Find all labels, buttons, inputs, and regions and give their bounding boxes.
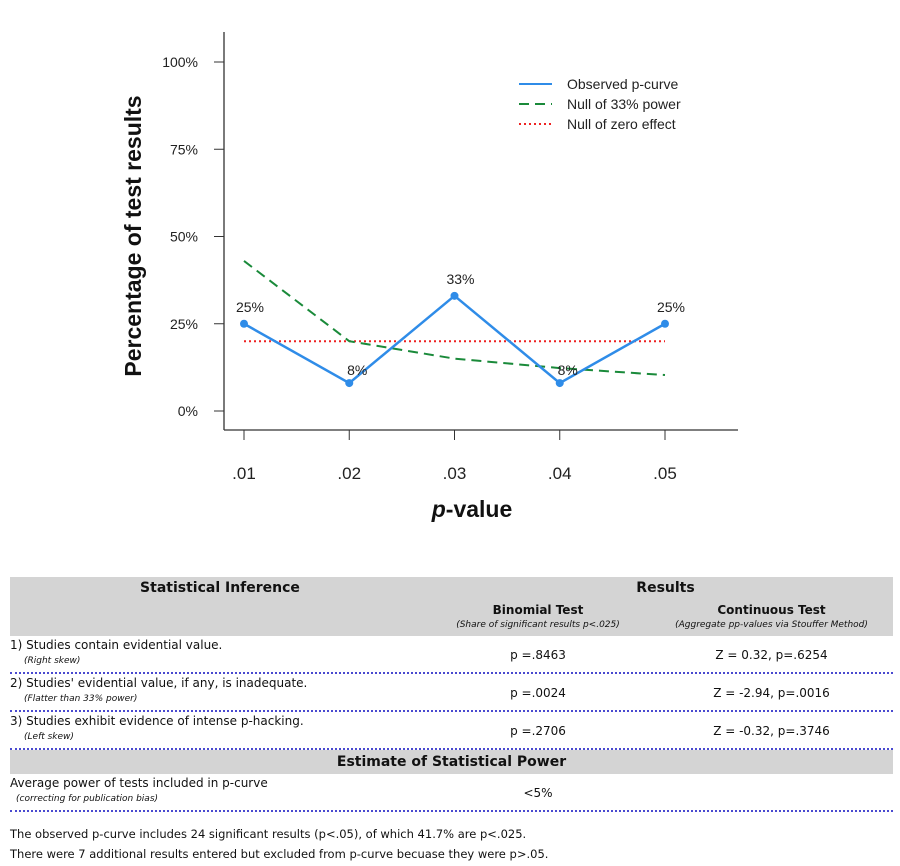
results-header: Results (636, 580, 695, 596)
continuous-value: Z = 0.32, p=.6254 (715, 648, 828, 662)
y-tick-label: 75% (170, 141, 198, 157)
table-rows: 1) Studies contain evidential value. (Ri… (10, 636, 893, 750)
power-row: Average power of tests included in p-cur… (10, 774, 893, 812)
data-point (661, 319, 669, 328)
y-tick-label: 0% (178, 403, 198, 419)
legend-label: Null of zero effect (567, 116, 676, 132)
y-tick-label: 25% (170, 316, 198, 332)
x-tick-label: .05 (653, 464, 677, 483)
results-table: Statistical Inference Results Binomial T… (10, 577, 893, 812)
row-label: 1) Studies contain evidential value. (10, 638, 223, 652)
y-tick-label: 100% (162, 54, 198, 70)
statistical-inference-header: Statistical Inference (140, 580, 300, 596)
power-value: <5% (523, 786, 553, 800)
continuous-note: (Aggregate pp-values via Stouffer Method… (675, 620, 868, 630)
binomial-value: p =.2706 (510, 724, 566, 738)
data-point (240, 319, 248, 328)
footnotes: The observed p-curve includes 24 signifi… (10, 824, 548, 864)
data-point (345, 379, 354, 388)
row-note: (Left skew) (24, 732, 74, 742)
data-label: 25% (236, 299, 264, 315)
data-point (555, 379, 564, 388)
data-label: 8% (558, 362, 578, 378)
data-point (450, 291, 459, 300)
x-axis-label: p-value (431, 496, 513, 522)
y-tick-label: 50% (170, 229, 198, 245)
p-curve-chart: 0% 25% 50% 75% 100% .01 .02 .03 .04 .05 Percentage… (120, 32, 738, 522)
x-tick-label: .04 (548, 464, 572, 483)
row-note: (Right skew) (24, 656, 81, 666)
row-label: 3) Studies exhibit evidence of intense p… (10, 714, 304, 728)
continuous-value: Z = -0.32, p=.3746 (713, 724, 830, 738)
y-axis-label: Percentage of test results (120, 95, 146, 376)
x-tick-label: .03 (443, 464, 467, 483)
binomial-value: p =.0024 (510, 686, 566, 700)
binomial-note: (Share of significant results p<.025) (456, 620, 620, 630)
power-header: Estimate of Statistical Power (10, 750, 893, 774)
table-row: 1) Studies contain evidential value. (Ri… (10, 636, 893, 674)
footnote: The observed p-curve includes 24 signifi… (10, 827, 527, 841)
x-tick-label: .02 (337, 464, 361, 483)
x-tick-label: .01 (232, 464, 256, 483)
table-row: 3) Studies exhibit evidence of intense p… (10, 712, 893, 750)
legend-label: Observed p-curve (567, 76, 678, 92)
continuous-header: Continuous Test (717, 603, 826, 617)
series-line-1 (243, 260, 666, 377)
continuous-value: Z = -2.94, p=.0016 (713, 686, 830, 700)
row-label: 2) Studies' evidential value, if any, is… (10, 676, 308, 690)
data-label: 8% (347, 362, 367, 378)
binomial-header: Binomial Test (492, 603, 584, 617)
table-row: 2) Studies' evidential value, if any, is… (10, 674, 893, 712)
data-label: 33% (446, 271, 474, 287)
footnote: There were 7 additional results entered … (10, 847, 549, 861)
power-label: Average power of tests included in p-cur… (10, 776, 268, 790)
legend-label: Null of 33% power (567, 96, 681, 112)
binomial-value: p =.8463 (510, 648, 566, 662)
data-label: 25% (657, 299, 685, 315)
table-header: Statistical Inference Results Binomial T… (10, 577, 893, 636)
row-note: (Flatter than 33% power) (24, 694, 138, 704)
power-note: (correcting for publication bias) (16, 794, 159, 804)
